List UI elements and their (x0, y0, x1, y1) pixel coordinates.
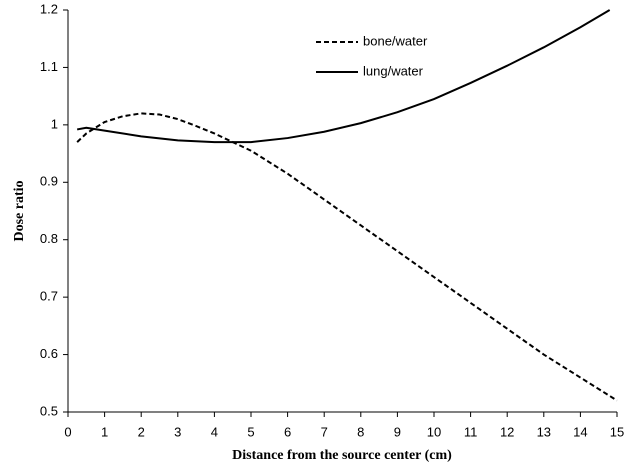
x-tick-label: 5 (247, 424, 254, 439)
x-tick-label: 11 (464, 424, 478, 439)
x-tick-label: 3 (174, 424, 181, 439)
y-tick-label: 0.7 (40, 289, 58, 304)
line (76, 9, 611, 144)
x-tick-label: 0 (64, 424, 71, 439)
x-tick-label: 14 (573, 424, 587, 439)
y-axis-title: Dose ratio (12, 180, 27, 241)
y-tick-label: 0.9 (40, 174, 58, 189)
x-tick-label: 10 (427, 424, 441, 439)
y-tick-label: 1.2 (40, 1, 58, 16)
x-tick-label: 12 (500, 424, 514, 439)
x-tick-label: 15 (610, 424, 624, 439)
legend-label: lung/water (363, 63, 424, 78)
x-tick-label: 8 (357, 424, 364, 439)
x-tick-label: 9 (394, 424, 401, 439)
y-tick-label: 0.6 (40, 346, 58, 361)
x-tick-label: 7 (321, 424, 328, 439)
y-tick-label: 0.8 (40, 231, 58, 246)
x-tick-label: 2 (138, 424, 145, 439)
y-tick-label: 1 (51, 116, 58, 131)
x-tick-label: 1 (101, 424, 108, 439)
legend-label: bone/water (363, 33, 428, 48)
x-tick-label: 4 (211, 424, 218, 439)
y-tick-label: 1.1 (40, 59, 58, 74)
x-tick-label: 6 (284, 424, 291, 439)
x-tick-label: 13 (537, 424, 551, 439)
y-tick-label: 0.5 (40, 403, 58, 418)
x-axis-title: Distance from the source center (cm) (232, 448, 452, 463)
line (76, 112, 618, 402)
